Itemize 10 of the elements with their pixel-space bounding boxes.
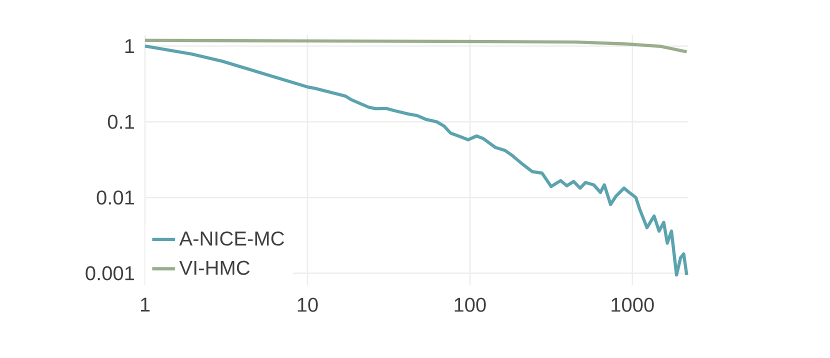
y-tick-label: 1 bbox=[125, 39, 134, 53]
x-tick-label: 1000 bbox=[612, 298, 654, 312]
y-tick-label: 0.1 bbox=[108, 114, 134, 129]
x-tick-label: 100 bbox=[454, 298, 486, 312]
x-tick-label: 10 bbox=[298, 298, 318, 312]
y-tick-label: 0.001 bbox=[86, 266, 134, 280]
legend-label: A-NICE-MC bbox=[179, 231, 284, 246]
x-tick-label: 1 bbox=[140, 298, 150, 312]
legend-label: VI-HMC bbox=[179, 260, 250, 275]
y-tick-label: 0.01 bbox=[96, 190, 134, 205]
